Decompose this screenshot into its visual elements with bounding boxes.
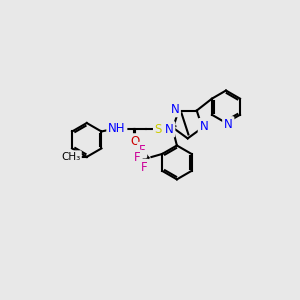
Text: CH₃: CH₃ (61, 152, 80, 162)
Text: N: N (200, 120, 208, 133)
Text: F: F (134, 151, 141, 164)
Text: S: S (155, 123, 162, 136)
Text: F: F (141, 160, 148, 173)
Text: N: N (200, 120, 208, 133)
Text: CH₃: CH₃ (61, 152, 80, 162)
Text: F: F (141, 160, 148, 173)
Text: S: S (154, 123, 162, 136)
Text: N: N (224, 118, 233, 131)
Text: F: F (139, 144, 146, 157)
Text: N: N (170, 103, 179, 116)
Text: F: F (139, 144, 146, 157)
Text: N: N (165, 123, 173, 136)
Text: O: O (130, 135, 139, 148)
Text: F: F (134, 151, 141, 164)
Text: N: N (170, 103, 179, 116)
Text: O: O (130, 135, 140, 148)
Text: N: N (224, 118, 233, 131)
Text: NH: NH (108, 122, 126, 135)
Text: NH: NH (107, 122, 126, 135)
Text: N: N (165, 123, 173, 136)
